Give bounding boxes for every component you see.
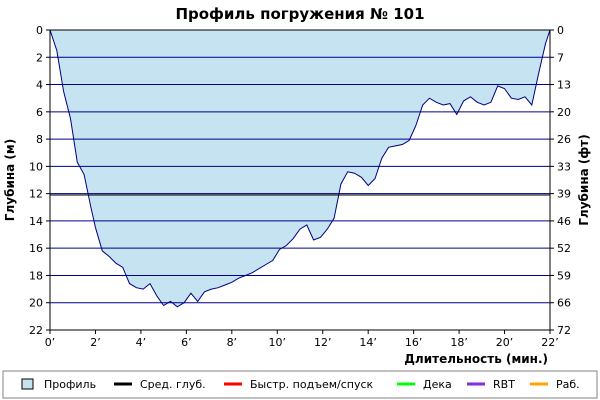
x-tick-label: 2’ (90, 336, 101, 349)
y-right-tick-label: 66 (557, 297, 571, 310)
legend-label: RBT (493, 378, 515, 391)
y-right-tick-label: 0 (557, 24, 564, 37)
y-axis-title-right: Глубина (фт) (577, 134, 591, 225)
x-tick-label: 0’ (45, 336, 56, 349)
y-tick-label: 8 (36, 133, 43, 146)
y-tick-label: 4 (36, 79, 43, 92)
y-right-tick-label: 39 (557, 188, 571, 201)
legend-item: Сред. глуб. (114, 378, 206, 391)
y-tick-label: 2 (36, 51, 43, 64)
chart-title: Профиль погружения № 101 (175, 5, 424, 23)
legend-swatch (21, 378, 34, 390)
left-axis-ticks: 0 2 4 6 8 10 12 14 16 18 20 22 (29, 24, 50, 337)
y-tick-label: 10 (29, 160, 43, 173)
y-tick-label: 22 (29, 324, 43, 337)
x-axis-ticks: 0’ 2’ 4’ 6’ 8’ 10’ 12’ 14’ 16’ 18’ 20’ 22’ (45, 330, 559, 349)
x-tick-label: 18’ (450, 336, 468, 349)
profile-line (49, 29, 551, 308)
legend-item: RBT (467, 378, 515, 391)
y-right-tick-label: 46 (557, 215, 571, 228)
y-right-tick-label: 59 (557, 269, 571, 282)
y-right-tick-label: 33 (557, 160, 571, 173)
y-tick-label: 18 (29, 269, 43, 282)
x-tick-label: 8’ (227, 336, 238, 349)
x-axis-title: Длительность (мин.) (404, 352, 548, 366)
y-tick-label: 16 (29, 242, 43, 255)
legend-label: Сред. глуб. (140, 378, 206, 391)
x-tick-label: 14’ (359, 336, 377, 349)
profile-area (50, 30, 550, 307)
x-tick-label: 6’ (181, 336, 192, 349)
y-right-tick-label: 20 (557, 106, 571, 119)
y-tick-label: 6 (36, 106, 43, 119)
legend-item: Дека (397, 378, 452, 391)
y-right-tick-label: 7 (557, 51, 564, 64)
legend-label: Профиль (44, 378, 96, 391)
x-tick-label: 4’ (136, 336, 147, 349)
x-tick-label: 16’ (405, 336, 423, 349)
y-tick-label: 14 (29, 215, 43, 228)
legend-item: Профиль (21, 378, 96, 391)
y-axis-title-left: Глубина (м) (3, 139, 17, 221)
legend-item: Быстр. подъем/спуск (224, 378, 374, 391)
x-tick-label: 22’ (541, 336, 559, 349)
legend-box (2, 370, 598, 399)
y-right-tick-label: 52 (557, 242, 571, 255)
plot-frame (49, 29, 551, 331)
y-tick-label: 20 (29, 297, 43, 310)
legend-label: Раб. (556, 378, 580, 391)
legend-label: Быстр. подъем/спуск (250, 378, 374, 391)
y-right-tick-label: 26 (557, 133, 571, 146)
y-tick-label: 0 (36, 24, 43, 37)
right-axis-ticks: 0 7 13 20 26 33 39 46 52 59 66 72 (550, 24, 571, 337)
legend-item: Раб. (530, 378, 580, 391)
y-right-tick-label: 13 (557, 79, 571, 92)
legend-label: Дека (423, 378, 452, 391)
grid-lines (50, 56, 550, 304)
y-right-tick-label: 72 (557, 324, 571, 337)
legend: Профиль Сред. глуб. Быстр. подъем/спуск Дек… (21, 378, 580, 391)
y-tick-label: 12 (29, 188, 43, 201)
x-tick-label: 20’ (496, 336, 514, 349)
x-tick-label: 10’ (269, 336, 287, 349)
x-tick-label: 12’ (314, 336, 332, 349)
